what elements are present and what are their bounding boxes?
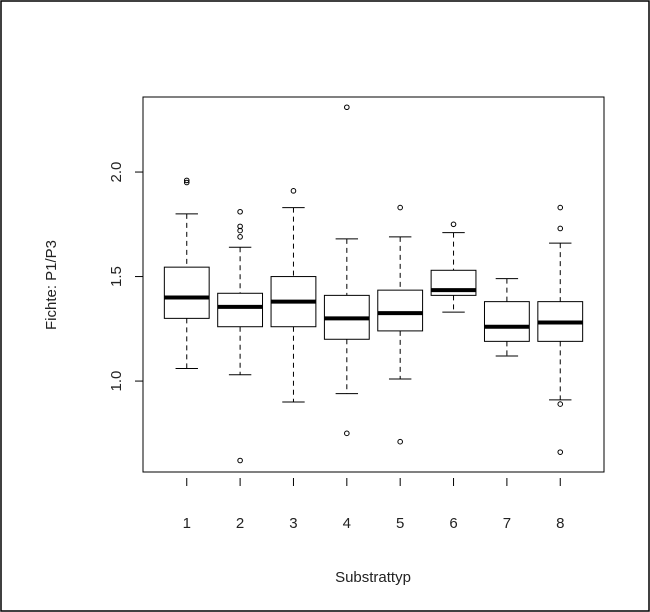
y-axis-label: Fichte: P1/P3 — [43, 240, 60, 330]
outlier — [557, 204, 564, 211]
x-tick-label: 8 — [556, 515, 564, 532]
plot-area — [142, 96, 605, 473]
outlier — [557, 401, 564, 407]
outlier — [237, 208, 243, 215]
x-tick-label: 3 — [289, 515, 297, 532]
box — [483, 301, 530, 342]
x-tick-label: 4 — [343, 515, 351, 532]
outlier — [344, 104, 350, 111]
y-tick-label: 1.0 — [108, 371, 125, 392]
x-tick-label: 7 — [503, 515, 511, 532]
box — [163, 266, 210, 319]
outlier — [397, 438, 403, 445]
box — [377, 289, 424, 332]
x-tick-label: 5 — [396, 515, 404, 532]
outlier — [450, 221, 457, 228]
y-tick-label: 1.5 — [108, 266, 125, 287]
outlier — [344, 430, 350, 437]
outlier — [557, 449, 564, 455]
outlier — [237, 457, 243, 464]
outlier — [290, 188, 297, 194]
outlier — [237, 234, 243, 240]
x-tick-label: 1 — [183, 515, 191, 532]
y-tick-label: 2.0 — [108, 162, 125, 183]
outlier — [183, 179, 190, 186]
x-axis-label: Substrattyp — [335, 569, 411, 586]
outlier — [397, 204, 403, 211]
x-tick-label: 2 — [236, 515, 244, 532]
box — [217, 292, 264, 328]
x-tick-label: 6 — [449, 515, 457, 532]
outlier — [237, 227, 243, 234]
outlier — [557, 225, 564, 232]
outlier — [183, 177, 190, 184]
